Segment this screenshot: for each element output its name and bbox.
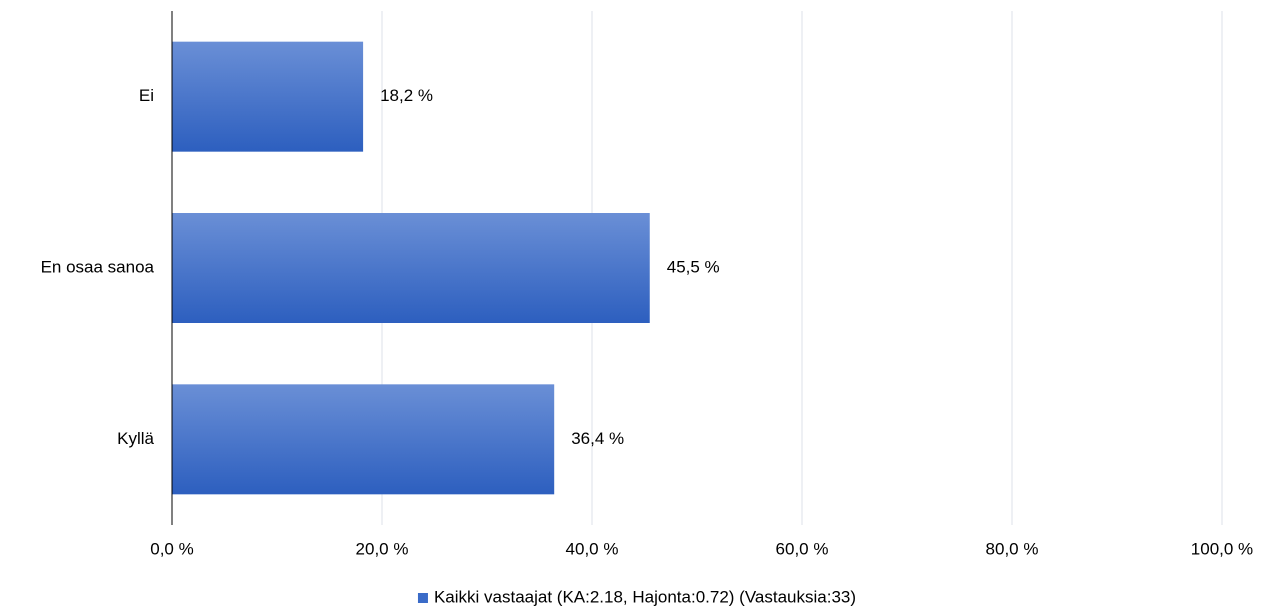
bar xyxy=(172,213,650,323)
x-tick-label: 40,0 % xyxy=(566,539,619,558)
x-tick-label: 20,0 % xyxy=(356,539,409,558)
x-tick-label: 100,0 % xyxy=(1191,539,1253,558)
legend-swatch xyxy=(417,593,428,603)
legend-label: Kaikki vastaajat (KA:2.18, Hajonta:0.72)… xyxy=(434,587,856,606)
x-tick-label: 0,0 % xyxy=(150,539,193,558)
y-tick-label: Ei xyxy=(139,86,154,105)
y-tick-label: En osaa sanoa xyxy=(41,257,155,276)
y-tick-label: Kyllä xyxy=(117,429,154,448)
x-tick-label: 80,0 % xyxy=(986,539,1039,558)
bar xyxy=(172,384,555,495)
data-label: 36,4 % xyxy=(571,429,624,448)
data-label: 18,2 % xyxy=(380,86,433,105)
bar xyxy=(172,41,364,152)
data-label: 45,5 % xyxy=(667,257,720,276)
x-tick-label: 60,0 % xyxy=(776,539,829,558)
